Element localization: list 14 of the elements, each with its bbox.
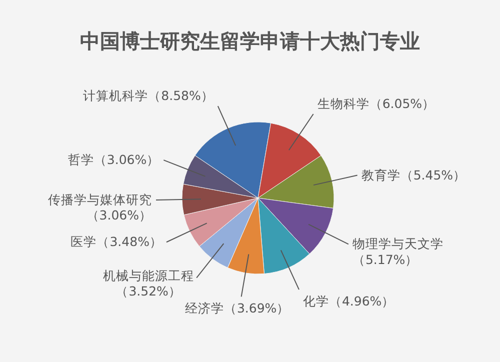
slice-label: 医学（3.48%） (70, 234, 162, 250)
data-label: （5.17%） (352, 252, 418, 267)
slice-label: 哲学（3.06%） (68, 152, 160, 168)
slice-label: 经济学（3.69%） (184, 300, 290, 316)
slice-label: 物理学与天文学 (352, 236, 444, 252)
slice-label: 计算机科学（8.58%） (83, 88, 214, 104)
slice-label: 化学（4.96%） (302, 294, 395, 309)
slice-label: 传播学与媒体研究 (48, 192, 152, 207)
slice-label: 机械与能源工程 (103, 268, 194, 283)
data-label: （3.06%） (86, 208, 152, 223)
data-label: （3.52%） (116, 283, 182, 298)
slice-label: 教育学（5.45%） (361, 167, 466, 182)
slice-label: 生物科学（6.05%） (317, 96, 436, 111)
chart-title: 中国博士研究生留学申请十大热门专业 (80, 29, 420, 53)
